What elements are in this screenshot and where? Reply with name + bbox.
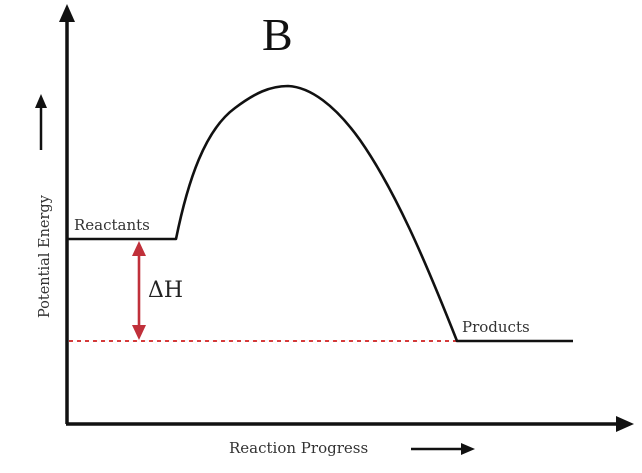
x-axis-arrowhead-icon: [616, 416, 634, 432]
delta-h-arrow-icon: [132, 241, 146, 340]
energy-curve: [67, 84, 573, 343]
products-label: Products: [462, 318, 530, 336]
reactants-label: Reactants: [74, 216, 150, 234]
delta-h-label: ΔH: [148, 278, 184, 303]
y-axis: [59, 4, 75, 424]
y-axis-label: Potential Energy: [37, 195, 53, 318]
x-axis-label: Reaction Progress: [229, 439, 369, 457]
y-label-arrow-icon: [35, 94, 47, 150]
x-axis: [66, 416, 634, 432]
y-axis-arrowhead-icon: [59, 4, 75, 22]
x-label-arrow-icon: [411, 443, 475, 455]
diagram-title: B: [262, 9, 293, 60]
